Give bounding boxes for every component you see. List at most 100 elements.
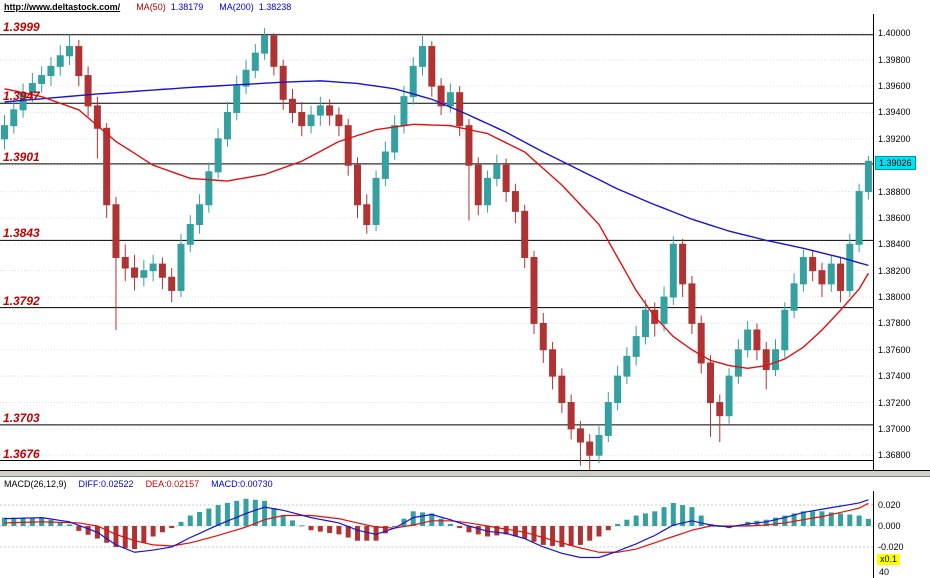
macd-hist-bar <box>596 526 602 537</box>
macd-hist-bar <box>215 505 221 527</box>
price-tick-label: 1.38000 <box>878 292 911 303</box>
macd-hist-bar <box>680 505 686 527</box>
candle-body <box>586 441 594 456</box>
candle-body <box>530 256 538 324</box>
macd-hist-bar <box>57 522 63 527</box>
price-tick-label: 1.39200 <box>878 133 911 144</box>
macd-plot[interactable] <box>0 491 874 578</box>
macd-hist-bar <box>624 519 630 527</box>
macd-hist-bar <box>113 526 119 547</box>
macd-hist-bar <box>698 515 704 527</box>
candle-body <box>604 402 612 436</box>
ma50-line <box>4 88 870 369</box>
macd-hist-bar <box>466 526 472 533</box>
macd-hist-bar <box>48 519 54 527</box>
candle-body <box>493 164 501 179</box>
macd-hist-bar <box>670 502 676 527</box>
macd-header-bar: MACD(26,12,9) DIFF:0.02522 DEA:0.02157 M… <box>0 477 930 491</box>
candle-body <box>725 375 733 417</box>
price-tick-label: 1.40000 <box>878 28 911 39</box>
macd-hist-bar <box>615 523 621 527</box>
candle-body <box>168 276 176 291</box>
price-axis: 1.39026 1.40000 1.39800 1.39600 1.39400 1.39… <box>875 14 930 470</box>
candle-body <box>223 111 231 140</box>
candle-body <box>660 296 668 324</box>
candle-body <box>790 283 798 311</box>
candle-body <box>66 46 74 57</box>
price-tick-label: 1.37200 <box>878 397 911 408</box>
candle-body <box>196 204 204 226</box>
candle-body <box>121 256 129 269</box>
macd-panel: x0.1 40 0.020 0.000 -0.020 <box>0 491 930 578</box>
candle-body <box>288 98 296 113</box>
candle-body <box>837 263 845 291</box>
source-url-link[interactable]: http://www.deltastock.com/ <box>4 2 121 12</box>
candle-body <box>149 263 157 272</box>
candle-body <box>744 329 752 351</box>
support-resistance-label: 1.3703 <box>3 411 40 426</box>
candle-body <box>762 349 770 371</box>
macd-axis: x0.1 40 0.020 0.000 -0.020 <box>875 491 930 578</box>
candle-body <box>400 96 408 127</box>
candle-body <box>47 65 55 77</box>
price-tick-label: 1.39800 <box>878 54 911 65</box>
macd-hist-bar <box>308 526 314 531</box>
candle-body <box>56 55 64 67</box>
macd-hist-bar <box>159 526 165 533</box>
macd-hist-bar <box>327 526 333 534</box>
macd-hist-bar <box>652 511 658 527</box>
candle-body <box>344 125 352 166</box>
price-tick-label: 1.38800 <box>878 186 911 197</box>
macd-hist-bar <box>568 526 574 546</box>
macd-hist-bar <box>289 520 295 527</box>
macd-hist-value: MACD:0.00730 <box>211 479 273 489</box>
candle-body <box>205 171 213 206</box>
macd-hist-bar <box>206 508 212 527</box>
macd-hist-bar <box>141 526 147 543</box>
macd-tick-label: -0.020 <box>878 542 904 552</box>
macd-hist-bar <box>800 511 806 527</box>
macd-hist-bar <box>457 526 463 529</box>
macd-hist-bar <box>373 526 379 541</box>
macd-hist-bar <box>503 526 509 535</box>
candle-body <box>270 35 278 67</box>
candle-body <box>864 160 872 193</box>
macd-hist-bar <box>559 526 565 547</box>
macd-hist-bar <box>345 526 351 538</box>
macd-hist-bar <box>763 519 769 527</box>
candle-body <box>716 402 724 417</box>
macd-hist-bar <box>169 526 175 529</box>
macd-hist-bar <box>605 526 611 531</box>
macd-hist-bar <box>187 515 193 527</box>
macd-dea-value: DEA:0.02157 <box>145 479 200 489</box>
macd-hist-bar <box>392 526 398 528</box>
candle-body <box>669 243 677 298</box>
candle-body <box>93 105 101 129</box>
candle-body <box>186 224 194 245</box>
macd-hist-bar <box>577 526 583 545</box>
ma50-value: 1.38179 <box>170 2 204 12</box>
candle-body <box>688 283 696 324</box>
price-tick-label: 1.37800 <box>878 318 911 329</box>
candle-body <box>233 85 241 113</box>
candlestick-plot[interactable] <box>0 14 874 470</box>
macd-hist-bar <box>67 524 73 527</box>
candle-body <box>84 75 92 107</box>
candle-body <box>772 349 780 371</box>
candle-body <box>251 52 259 71</box>
ma200-label: MA(200) <box>219 2 254 12</box>
candle-body <box>558 375 566 404</box>
candle-body <box>567 402 575 430</box>
macd-hist-bar <box>531 526 537 542</box>
candle-body <box>10 109 18 127</box>
candle-body <box>511 191 519 212</box>
candle-body <box>307 114 315 127</box>
macd-hist-bar <box>494 526 500 536</box>
candle-body <box>428 46 436 87</box>
axis-corner-label: 40 <box>879 567 890 577</box>
price-tick-label: 1.36800 <box>878 450 911 461</box>
candle-body <box>131 267 139 278</box>
panel-splitter[interactable] <box>0 470 930 477</box>
candle-body <box>140 270 148 278</box>
candle-body <box>623 355 631 377</box>
